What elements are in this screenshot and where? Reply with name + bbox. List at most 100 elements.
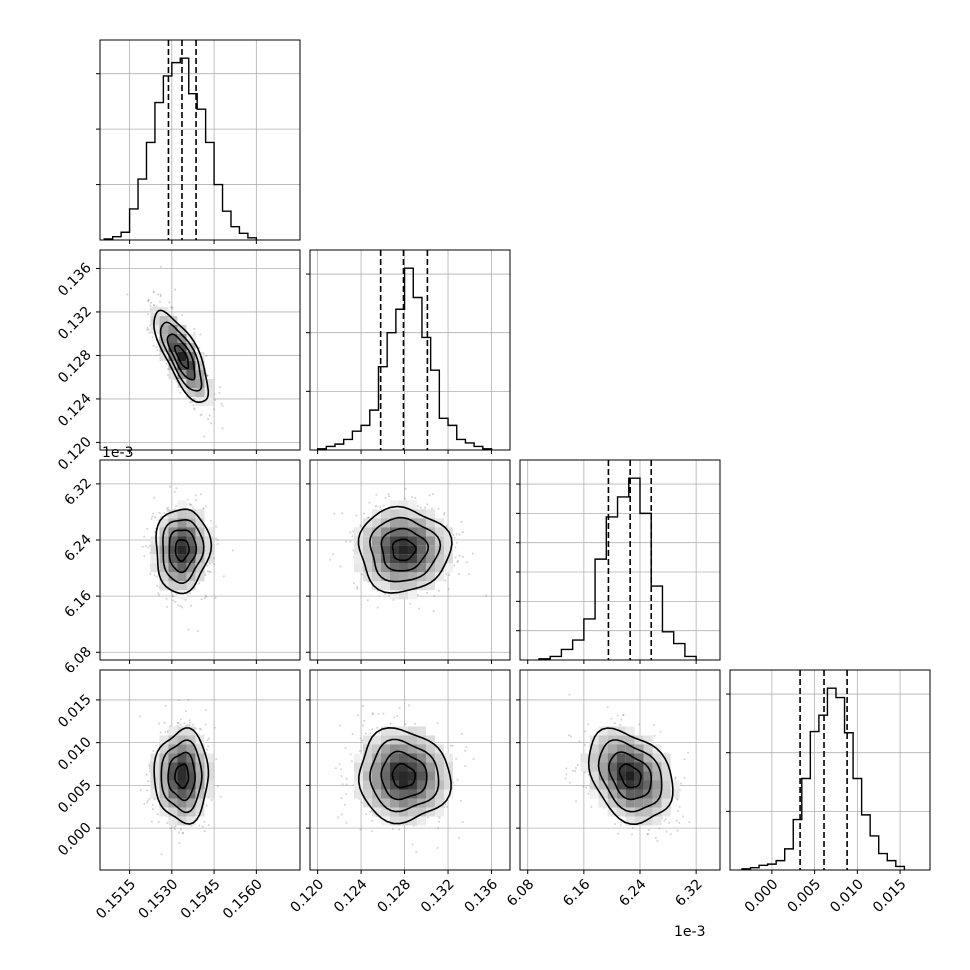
- sample-point: [147, 799, 149, 802]
- sample-point: [148, 324, 151, 327]
- sample-point: [157, 821, 160, 823]
- sample-point: [353, 582, 355, 585]
- sample-point: [433, 595, 436, 598]
- density-cell: [168, 572, 178, 582]
- density-cell: [407, 509, 417, 519]
- sample-point: [177, 699, 180, 702]
- sample-point: [190, 503, 193, 506]
- density-cell: [371, 798, 381, 808]
- sample-point: [202, 507, 205, 510]
- histogram-bars: [538, 477, 697, 660]
- density-cell: [353, 789, 363, 799]
- sample-point: [159, 295, 162, 298]
- density-cell: [434, 762, 444, 772]
- sample-point: [146, 527, 149, 530]
- sample-point: [220, 402, 223, 405]
- sample-point: [367, 516, 370, 519]
- density-cell: [380, 527, 390, 537]
- density-cell: [425, 762, 435, 772]
- density-cell: [177, 527, 187, 537]
- density-cell: [168, 807, 178, 817]
- sample-point: [349, 753, 352, 756]
- density-cell: [425, 807, 435, 817]
- density-cell: [186, 744, 196, 754]
- sample-point: [384, 593, 387, 596]
- sample-point: [214, 596, 217, 599]
- density-cell: [371, 762, 381, 772]
- sample-point: [205, 804, 208, 807]
- sample-point: [437, 820, 440, 823]
- sample-point: [151, 803, 154, 806]
- density-cell: [177, 789, 187, 799]
- sample-point: [340, 813, 343, 816]
- sample-point: [391, 828, 394, 830]
- density-cell: [398, 789, 408, 799]
- sample-point: [372, 713, 374, 716]
- sample-point: [447, 588, 450, 591]
- sample-point: [194, 494, 197, 497]
- density-cell: [186, 388, 196, 398]
- density-cell: [362, 753, 372, 763]
- density-cell: [177, 370, 187, 380]
- sample-point: [356, 587, 359, 590]
- sample-point: [157, 592, 160, 595]
- sample-point: [150, 301, 153, 304]
- sample-point: [371, 819, 374, 822]
- histogram-bars: [741, 687, 906, 870]
- sample-point: [461, 820, 464, 823]
- sample-point: [148, 331, 151, 334]
- sample-point: [409, 602, 412, 605]
- sample-point: [206, 570, 209, 573]
- sample-point: [213, 393, 216, 396]
- density-cell: [159, 771, 169, 781]
- density-cell: [407, 581, 417, 591]
- sample-point: [177, 722, 180, 725]
- sample-point: [358, 749, 361, 752]
- sample-point: [156, 584, 159, 587]
- sample-point: [152, 750, 155, 752]
- density-cell: [434, 753, 444, 763]
- sample-point: [436, 722, 439, 725]
- density-cell: [389, 771, 399, 781]
- panel-content: [520, 670, 720, 870]
- density-cell: [168, 352, 178, 362]
- sample-point: [149, 304, 152, 307]
- sample-point: [438, 816, 441, 819]
- density-cell: [204, 536, 214, 546]
- density-cell: [177, 762, 187, 772]
- sample-point: [166, 509, 169, 512]
- sample-point: [141, 545, 144, 548]
- sample-point: [382, 712, 385, 715]
- sample-point: [361, 739, 364, 742]
- density-cell: [434, 563, 444, 573]
- histogram-bars: [103, 57, 258, 240]
- density-contour: [368, 516, 442, 583]
- density-cell: [177, 500, 187, 510]
- sample-point: [164, 704, 167, 707]
- sample-point: [152, 291, 155, 294]
- sample-point: [411, 843, 414, 846]
- sample-point: [171, 306, 174, 309]
- density-cell: [168, 361, 178, 371]
- scatter-panel: [100, 250, 300, 450]
- density-cell: [443, 554, 453, 564]
- density-cell: [389, 744, 399, 754]
- density-cell: [177, 753, 187, 763]
- sample-point: [363, 719, 366, 722]
- density-cell: [371, 572, 381, 582]
- sample-point: [190, 604, 192, 607]
- density-cell: [407, 789, 417, 799]
- sample-point: [186, 498, 189, 501]
- density-contour: [174, 539, 190, 563]
- sample-point: [432, 610, 435, 613]
- density-cell: [443, 536, 453, 546]
- density-cell: [168, 735, 178, 745]
- sample-point: [453, 564, 456, 567]
- density-cell: [177, 581, 187, 591]
- density-cell: [389, 572, 399, 582]
- sample-point: [148, 797, 151, 800]
- density-cell: [177, 590, 187, 600]
- density-cell: [362, 762, 372, 772]
- sample-point: [192, 398, 195, 401]
- sample-point: [349, 540, 352, 543]
